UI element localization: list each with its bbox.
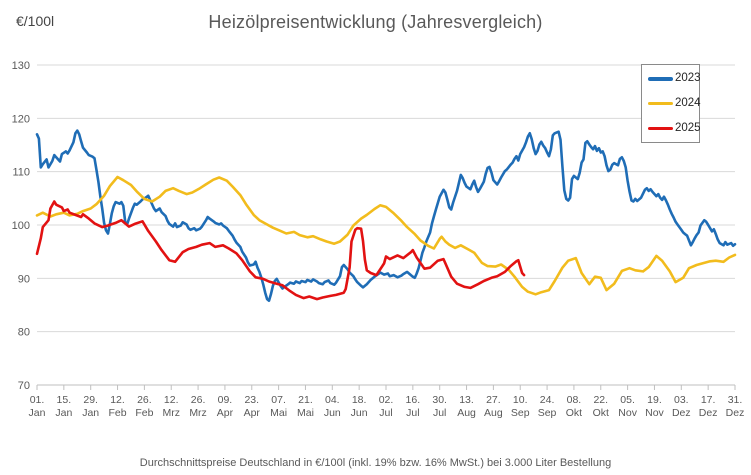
x-tick-label-31.Dez: 31. Dez [726, 394, 745, 419]
x-tick-label-08.Okt: 08. Okt [566, 394, 582, 419]
legend-swatch-2024 [648, 101, 673, 106]
x-tick-label-30.Jul: 30. Jul [432, 394, 447, 419]
x-tick-label-24.Sep: 24. Sep [538, 394, 557, 419]
legend-entry-2023: 2023 [648, 72, 701, 85]
x-tick-label-13.Aug: 13. Aug [457, 394, 476, 419]
y-tick-label-100: 100 [12, 220, 30, 232]
footnote: Durchschnittspreise Deutschland in €/100… [139, 457, 612, 469]
x-tick-label-05.Nov: 05. Nov [618, 394, 637, 419]
x-tick-label-07.Mai: 07. Mai [270, 394, 287, 419]
x-tick-label-26.Mrz: 26. Mrz [189, 394, 207, 419]
y-tick-label-80: 80 [18, 327, 30, 339]
y-tick-label-110: 110 [12, 167, 30, 179]
x-tick-label-26.Feb: 26. Feb [135, 394, 153, 419]
x-tick-label-29.Jan: 29. Jan [82, 394, 99, 419]
x-tick-label-23.Apr: 23. Apr [244, 394, 261, 419]
x-tick-label-01.Jan: 01. Jan [29, 394, 46, 419]
legend-label-2023: 2023 [675, 72, 701, 84]
x-tick-label-03.Dez: 03. Dez [672, 394, 691, 419]
series-line-2025 [35, 200, 526, 301]
legend-swatch-2025 [648, 126, 673, 130]
legend-swatch-2023 [648, 77, 673, 81]
x-tick-label-15.Jan: 15. Jan [55, 394, 72, 419]
y-tick-label-70: 70 [18, 380, 30, 392]
series-line-2023 [35, 129, 737, 303]
y-tick-label-120: 120 [12, 113, 30, 125]
x-tick-label-09.Apr: 09. Apr [217, 394, 234, 419]
x-tick-label-19.Nov: 19. Nov [645, 394, 664, 419]
x-tick-label-12.Feb: 12. Feb [108, 394, 126, 419]
x-tick-label-02.Jul: 02. Jul [379, 394, 394, 419]
legend-label-2024: 2024 [675, 96, 701, 109]
x-tick-label-18.Jun: 18. Jun [351, 394, 368, 419]
legend-entry-2024: 2024 [648, 97, 701, 110]
x-tick-label-04.Jun: 04. Jun [324, 394, 341, 419]
legend-label-2025: 2025 [675, 121, 701, 134]
chart-title: Heizölpreisentwicklung (Jahresvergleich) [208, 12, 543, 32]
y-axis-unit-label: €/100l [16, 13, 55, 29]
x-tick-label-17.Dez: 17. Dez [699, 394, 718, 419]
x-tick-label-16.Jul: 16. Jul [406, 394, 421, 419]
x-tick-label-12.Mrz: 12. Mrz [162, 394, 180, 419]
x-tick-label-22.Okt: 22. Okt [593, 394, 609, 419]
y-tick-label-130: 130 [12, 60, 30, 72]
x-tick-label-21.Mai: 21. Mai [297, 394, 314, 419]
y-tick-label-90: 90 [18, 273, 30, 285]
legend-entry-2025: 2025 [648, 122, 701, 135]
x-tick-label-27.Aug: 27. Aug [484, 394, 503, 419]
x-tick-label-10.Sep: 10. Sep [511, 394, 530, 419]
series-line-2024 [35, 175, 737, 296]
legend: 2023 2024 2025 [641, 64, 701, 143]
